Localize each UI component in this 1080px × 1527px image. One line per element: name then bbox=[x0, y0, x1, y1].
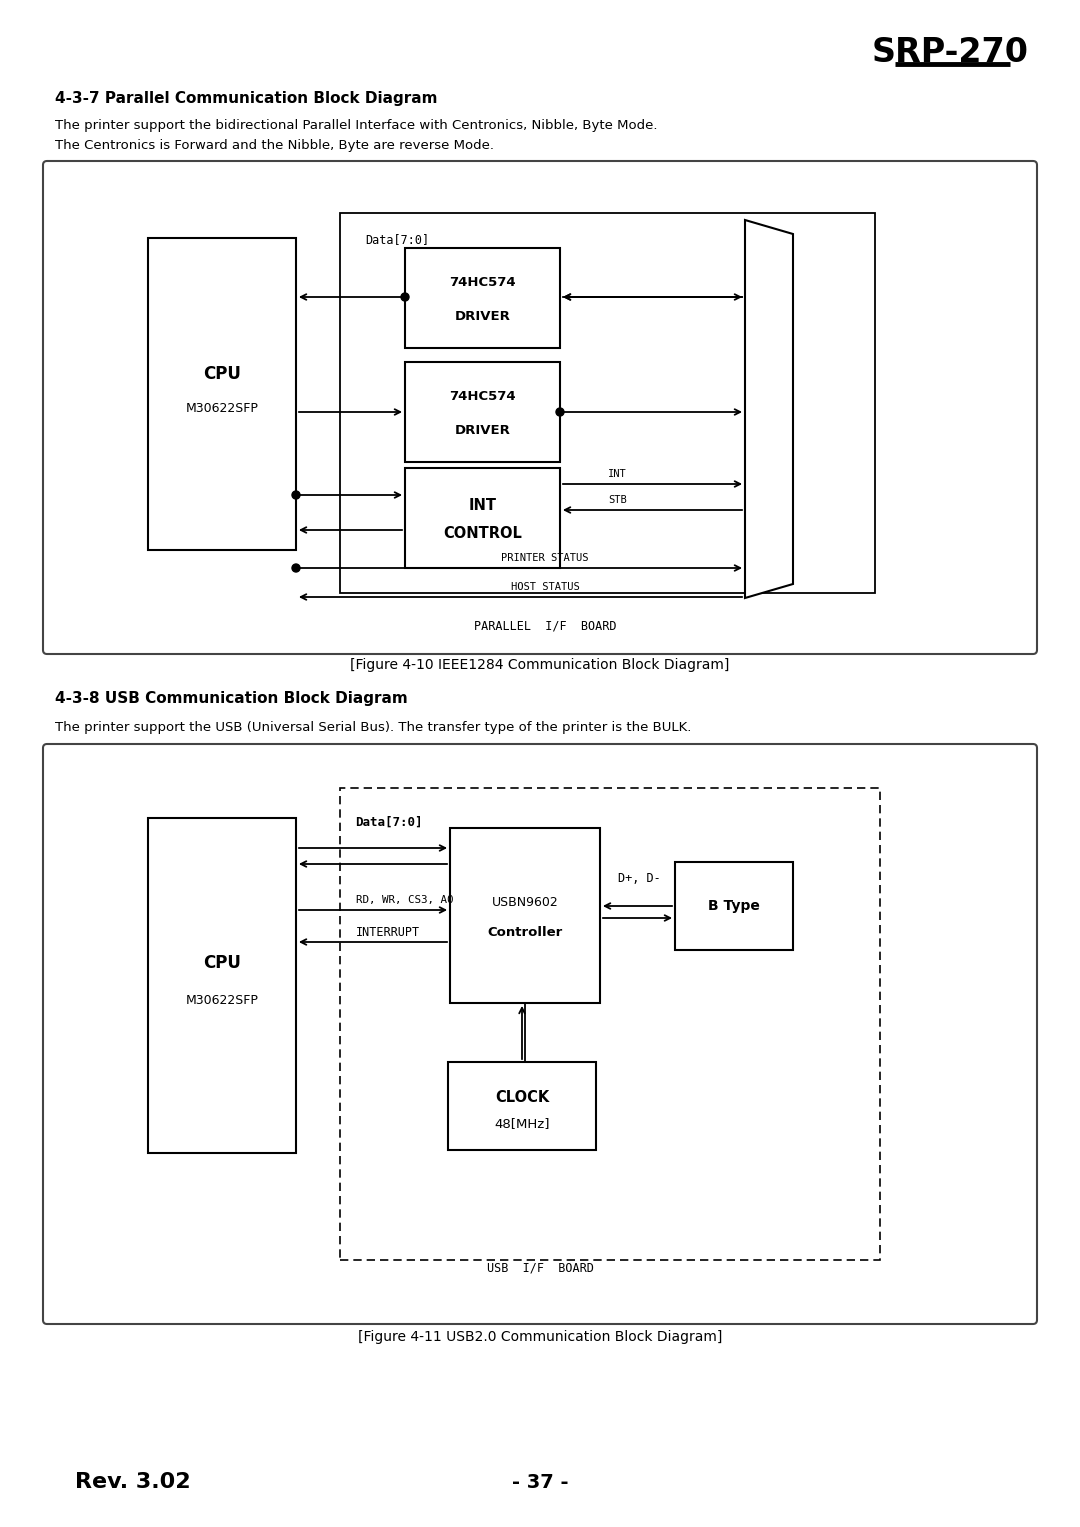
Text: M30622SFP: M30622SFP bbox=[186, 403, 258, 415]
Text: The printer support the bidirectional Parallel Interface with Centronics, Nibble: The printer support the bidirectional Pa… bbox=[55, 119, 658, 133]
Circle shape bbox=[292, 563, 300, 573]
Text: Data[7:0]: Data[7:0] bbox=[355, 815, 422, 829]
Bar bbox=[405, 247, 561, 348]
Text: SRP-270: SRP-270 bbox=[872, 35, 1028, 69]
Text: The printer support the USB (Universal Serial Bus). The transfer type of the pri: The printer support the USB (Universal S… bbox=[55, 721, 691, 734]
Text: 74HC574: 74HC574 bbox=[449, 391, 516, 403]
Text: - 37 -: - 37 - bbox=[512, 1472, 568, 1492]
Text: INT: INT bbox=[608, 469, 626, 479]
Text: 4-3-8 USB Communication Block Diagram: 4-3-8 USB Communication Block Diagram bbox=[55, 690, 408, 705]
Text: Data[7:0]: Data[7:0] bbox=[365, 234, 429, 246]
Text: DRIVER: DRIVER bbox=[455, 423, 511, 437]
Text: CPU: CPU bbox=[203, 954, 241, 973]
Bar bbox=[340, 788, 880, 1260]
Bar bbox=[148, 818, 296, 1153]
Text: B Type: B Type bbox=[708, 899, 760, 913]
Text: Rev. 3.02: Rev. 3.02 bbox=[75, 1472, 191, 1492]
Polygon shape bbox=[745, 220, 793, 599]
Text: PRINTER STATUS: PRINTER STATUS bbox=[501, 553, 589, 563]
Text: INT: INT bbox=[469, 498, 497, 513]
Bar bbox=[405, 467, 561, 568]
Text: 48[MHz]: 48[MHz] bbox=[495, 1118, 550, 1130]
Bar bbox=[340, 212, 875, 592]
Bar bbox=[148, 238, 296, 550]
Text: CONTROL: CONTROL bbox=[443, 525, 522, 541]
Text: CLOCK: CLOCK bbox=[495, 1089, 549, 1104]
Text: CPU: CPU bbox=[203, 365, 241, 383]
Text: HOST STATUS: HOST STATUS bbox=[511, 582, 579, 592]
Text: 74HC574: 74HC574 bbox=[449, 276, 516, 290]
Text: The Centronics is Forward and the Nibble, Byte are reverse Mode.: The Centronics is Forward and the Nibble… bbox=[55, 139, 494, 153]
Text: USBN9602: USBN9602 bbox=[491, 896, 558, 910]
Text: 4-3-7 Parallel Communication Block Diagram: 4-3-7 Parallel Communication Block Diagr… bbox=[55, 90, 437, 105]
Text: [Figure 4-11 USB2.0 Communication Block Diagram]: [Figure 4-11 USB2.0 Communication Block … bbox=[357, 1330, 723, 1344]
Circle shape bbox=[401, 293, 409, 301]
Bar bbox=[448, 1061, 596, 1150]
Circle shape bbox=[292, 492, 300, 499]
Text: PARALLEL  I/F  BOARD: PARALLEL I/F BOARD bbox=[474, 620, 617, 632]
FancyBboxPatch shape bbox=[43, 744, 1037, 1324]
FancyBboxPatch shape bbox=[43, 160, 1037, 654]
Text: DRIVER: DRIVER bbox=[455, 310, 511, 322]
Text: RD, WR, CS3, A0: RD, WR, CS3, A0 bbox=[356, 895, 454, 906]
Text: Controller: Controller bbox=[487, 927, 563, 939]
Bar bbox=[450, 828, 600, 1003]
Bar bbox=[675, 863, 793, 950]
Text: STB: STB bbox=[608, 495, 626, 505]
Text: M30622SFP: M30622SFP bbox=[186, 994, 258, 1006]
Circle shape bbox=[556, 408, 564, 415]
Text: [Figure 4-10 IEEE1284 Communication Block Diagram]: [Figure 4-10 IEEE1284 Communication Bloc… bbox=[350, 658, 730, 672]
Bar bbox=[405, 362, 561, 463]
Text: USB  I/F  BOARD: USB I/F BOARD bbox=[487, 1261, 593, 1275]
Text: INTERRUPT: INTERRUPT bbox=[356, 927, 420, 939]
Text: D+, D-: D+, D- bbox=[618, 872, 661, 884]
